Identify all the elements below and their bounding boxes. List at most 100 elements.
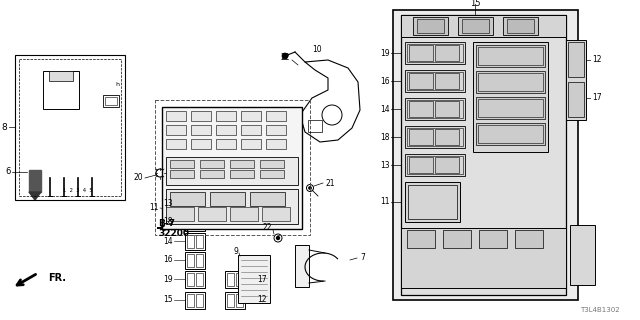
Bar (187, 235, 194, 248)
Bar (196, 254, 203, 267)
Bar (409, 101, 433, 117)
Bar (250, 192, 285, 206)
Bar (405, 70, 465, 92)
Bar (175, 210, 180, 221)
Bar (401, 15, 566, 37)
Bar (187, 197, 194, 210)
Text: 17: 17 (592, 93, 602, 102)
Bar (170, 192, 205, 206)
Text: h: h (115, 83, 119, 87)
Bar (407, 156, 463, 174)
Bar (409, 157, 433, 173)
Text: 6: 6 (6, 167, 11, 177)
Bar (478, 99, 543, 117)
Circle shape (282, 53, 288, 59)
Bar (216, 111, 236, 121)
Text: 15: 15 (470, 0, 480, 7)
Circle shape (308, 187, 312, 189)
Bar (266, 139, 286, 149)
Bar (405, 154, 465, 176)
Bar (473, 42, 548, 152)
Bar (185, 271, 205, 288)
Bar (435, 157, 459, 173)
Text: 32200: 32200 (158, 229, 189, 238)
Bar (435, 101, 459, 117)
Bar (170, 160, 194, 168)
Bar (407, 44, 463, 62)
Bar (405, 42, 465, 64)
Bar (413, 17, 448, 35)
Bar (187, 273, 194, 286)
Bar (407, 100, 463, 118)
Text: 19: 19 (163, 275, 173, 284)
Text: 13: 13 (163, 198, 173, 207)
Bar (405, 98, 465, 120)
Bar (260, 170, 284, 178)
Bar (478, 47, 543, 65)
Text: T3L4B1302: T3L4B1302 (580, 307, 620, 313)
Bar (435, 45, 459, 61)
Bar (568, 82, 584, 117)
Bar (405, 182, 460, 222)
Text: 11: 11 (381, 197, 390, 206)
Bar (266, 111, 286, 121)
Bar (236, 294, 243, 307)
Bar (478, 125, 543, 143)
Text: 19: 19 (380, 49, 390, 58)
Bar (260, 160, 284, 168)
Text: 16: 16 (380, 76, 390, 85)
Text: 18: 18 (381, 132, 390, 141)
Bar (393, 10, 578, 300)
Bar (187, 294, 194, 307)
Bar (173, 208, 190, 223)
Bar (409, 129, 433, 145)
Text: 7: 7 (360, 253, 365, 262)
Bar (435, 129, 459, 145)
Bar (166, 111, 186, 121)
Polygon shape (29, 170, 41, 192)
Bar (417, 19, 444, 33)
Bar (182, 210, 187, 221)
Bar (568, 42, 584, 77)
Bar (566, 40, 586, 120)
Bar (19, 59, 121, 196)
Bar (476, 123, 545, 145)
Bar (443, 230, 471, 248)
Bar (238, 255, 270, 303)
Bar (191, 125, 211, 135)
Text: 16: 16 (163, 255, 173, 265)
Bar (43, 71, 79, 109)
Text: 18: 18 (163, 218, 173, 227)
Bar (166, 139, 186, 149)
Bar (166, 157, 298, 185)
Bar (476, 45, 545, 67)
Bar (408, 185, 457, 219)
Bar (103, 95, 119, 107)
Bar (462, 19, 489, 33)
Bar (187, 216, 194, 229)
Bar (196, 235, 203, 248)
Bar (458, 17, 493, 35)
Bar (227, 273, 234, 286)
Bar (407, 230, 435, 248)
Text: 12: 12 (257, 295, 266, 305)
Bar (196, 273, 203, 286)
Bar (241, 111, 261, 121)
Bar (570, 225, 595, 285)
Bar (191, 111, 211, 121)
Bar (515, 230, 543, 248)
Bar (507, 19, 534, 33)
Bar (409, 73, 433, 89)
Text: 12: 12 (592, 55, 602, 65)
Bar (295, 245, 309, 287)
Text: 15: 15 (163, 295, 173, 305)
Circle shape (276, 236, 280, 239)
Bar (266, 125, 286, 135)
Bar (196, 197, 203, 210)
Bar (49, 71, 73, 81)
Bar (308, 120, 322, 132)
Bar (216, 125, 236, 135)
Bar (230, 170, 254, 178)
Bar (262, 207, 290, 221)
Bar (478, 73, 543, 91)
